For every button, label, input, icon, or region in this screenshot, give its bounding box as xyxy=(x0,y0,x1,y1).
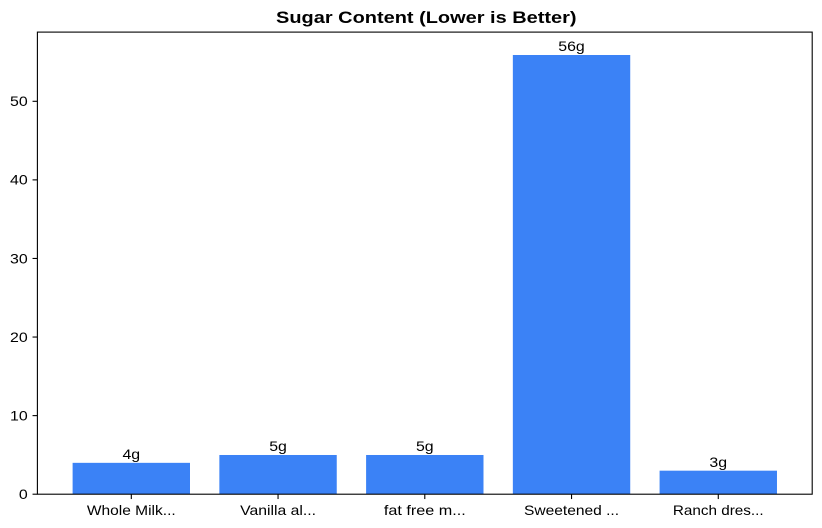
svg-text:40: 40 xyxy=(10,172,28,188)
svg-text:5g: 5g xyxy=(269,438,287,454)
svg-text:3g: 3g xyxy=(709,454,727,470)
svg-text:10: 10 xyxy=(10,407,28,423)
svg-text:56g: 56g xyxy=(558,38,584,54)
svg-text:Sugar Content (Lower is Better: Sugar Content (Lower is Better) xyxy=(276,8,577,27)
svg-text:Whole Milk...: Whole Milk... xyxy=(87,502,176,518)
svg-text:Vanilla al...: Vanilla al... xyxy=(240,502,316,518)
svg-text:20: 20 xyxy=(10,329,28,345)
svg-text:fat free m...: fat free m... xyxy=(384,502,466,518)
svg-text:50: 50 xyxy=(10,93,28,109)
svg-text:5g: 5g xyxy=(416,438,434,454)
svg-text:4g: 4g xyxy=(122,446,140,462)
svg-text:Ranch dres...: Ranch dres... xyxy=(673,502,764,518)
svg-text:Sweetened ...: Sweetened ... xyxy=(524,502,619,518)
svg-text:30: 30 xyxy=(10,250,28,266)
svg-text:0: 0 xyxy=(19,486,28,502)
